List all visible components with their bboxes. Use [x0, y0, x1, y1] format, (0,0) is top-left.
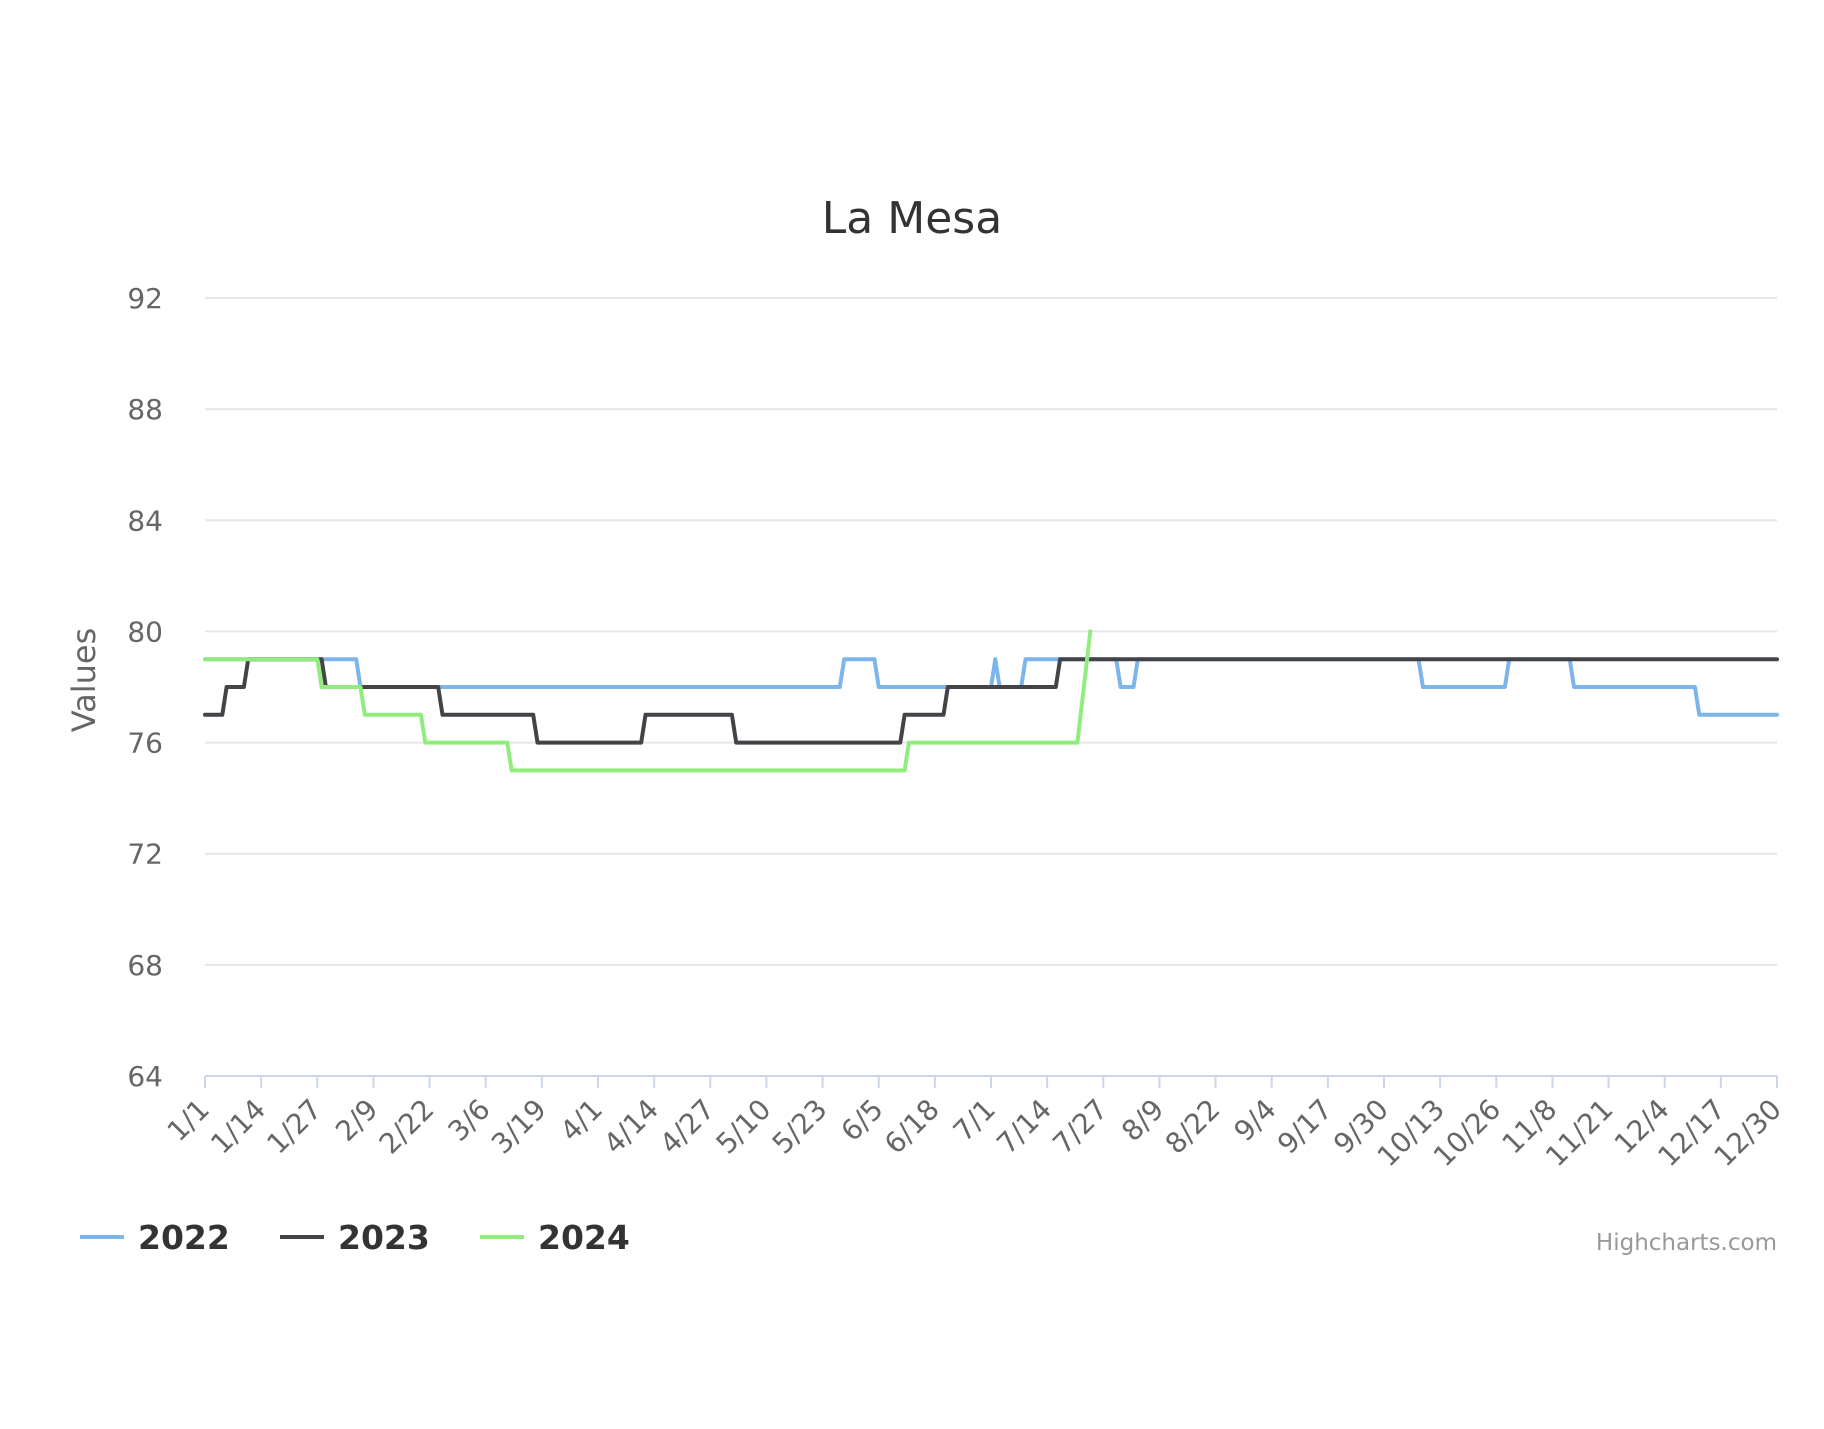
legend-label: 2022 [138, 1218, 230, 1257]
y-axis-tick-labels: 64 68 72 76 80 84 88 92 [127, 282, 163, 1093]
legend-label: 2023 [338, 1218, 430, 1257]
legend-item-2024[interactable]: 2024 [480, 1218, 630, 1257]
x-tick-label: 7/14 [990, 1093, 1058, 1161]
x-tick-label: 2/22 [373, 1093, 441, 1161]
x-tick-label: 8/22 [1159, 1093, 1227, 1161]
x-tick-label: 6/18 [878, 1093, 946, 1161]
x-tick-label: 7/27 [1046, 1093, 1114, 1161]
legend-label: 2024 [538, 1218, 630, 1257]
x-tick-label: 4/14 [597, 1093, 665, 1161]
chart-title: La Mesa [822, 193, 1002, 244]
y-tick-label: 92 [127, 282, 163, 315]
legend-item-2023[interactable]: 2023 [280, 1218, 430, 1257]
y-gridlines [205, 297, 1777, 966]
y-tick-label: 72 [127, 838, 163, 871]
y-tick-label: 84 [127, 504, 163, 537]
x-tick-label: 5/23 [766, 1093, 834, 1161]
series-lines [203, 629, 1779, 773]
credits-link[interactable]: Highcharts.com [1596, 1230, 1777, 1256]
x-tick-label: 5/10 [710, 1093, 778, 1161]
x-tick-label: 1/27 [260, 1093, 328, 1161]
x-tick-label: 4/27 [653, 1093, 721, 1161]
x-tick-label: 9/17 [1271, 1093, 1339, 1161]
y-tick-label: 80 [127, 615, 163, 648]
series-line-2023[interactable] [203, 657, 1779, 745]
x-axis: 1/11/141/27 2/92/22 3/63/19 4/14/144/275/10… [161, 1075, 1788, 1173]
x-tick-label: 1/14 [204, 1093, 272, 1161]
y-tick-label: 76 [127, 727, 163, 760]
y-tick-label: 68 [127, 949, 163, 982]
y-axis-title: Values [65, 628, 103, 733]
legend: 2022 2023 2024 [80, 1218, 630, 1257]
y-tick-label: 64 [127, 1060, 163, 1093]
y-tick-label: 88 [127, 393, 163, 426]
legend-item-2022[interactable]: 2022 [80, 1218, 230, 1257]
series-line-2024[interactable] [203, 629, 1093, 773]
x-tick-label: 3/19 [485, 1093, 553, 1161]
